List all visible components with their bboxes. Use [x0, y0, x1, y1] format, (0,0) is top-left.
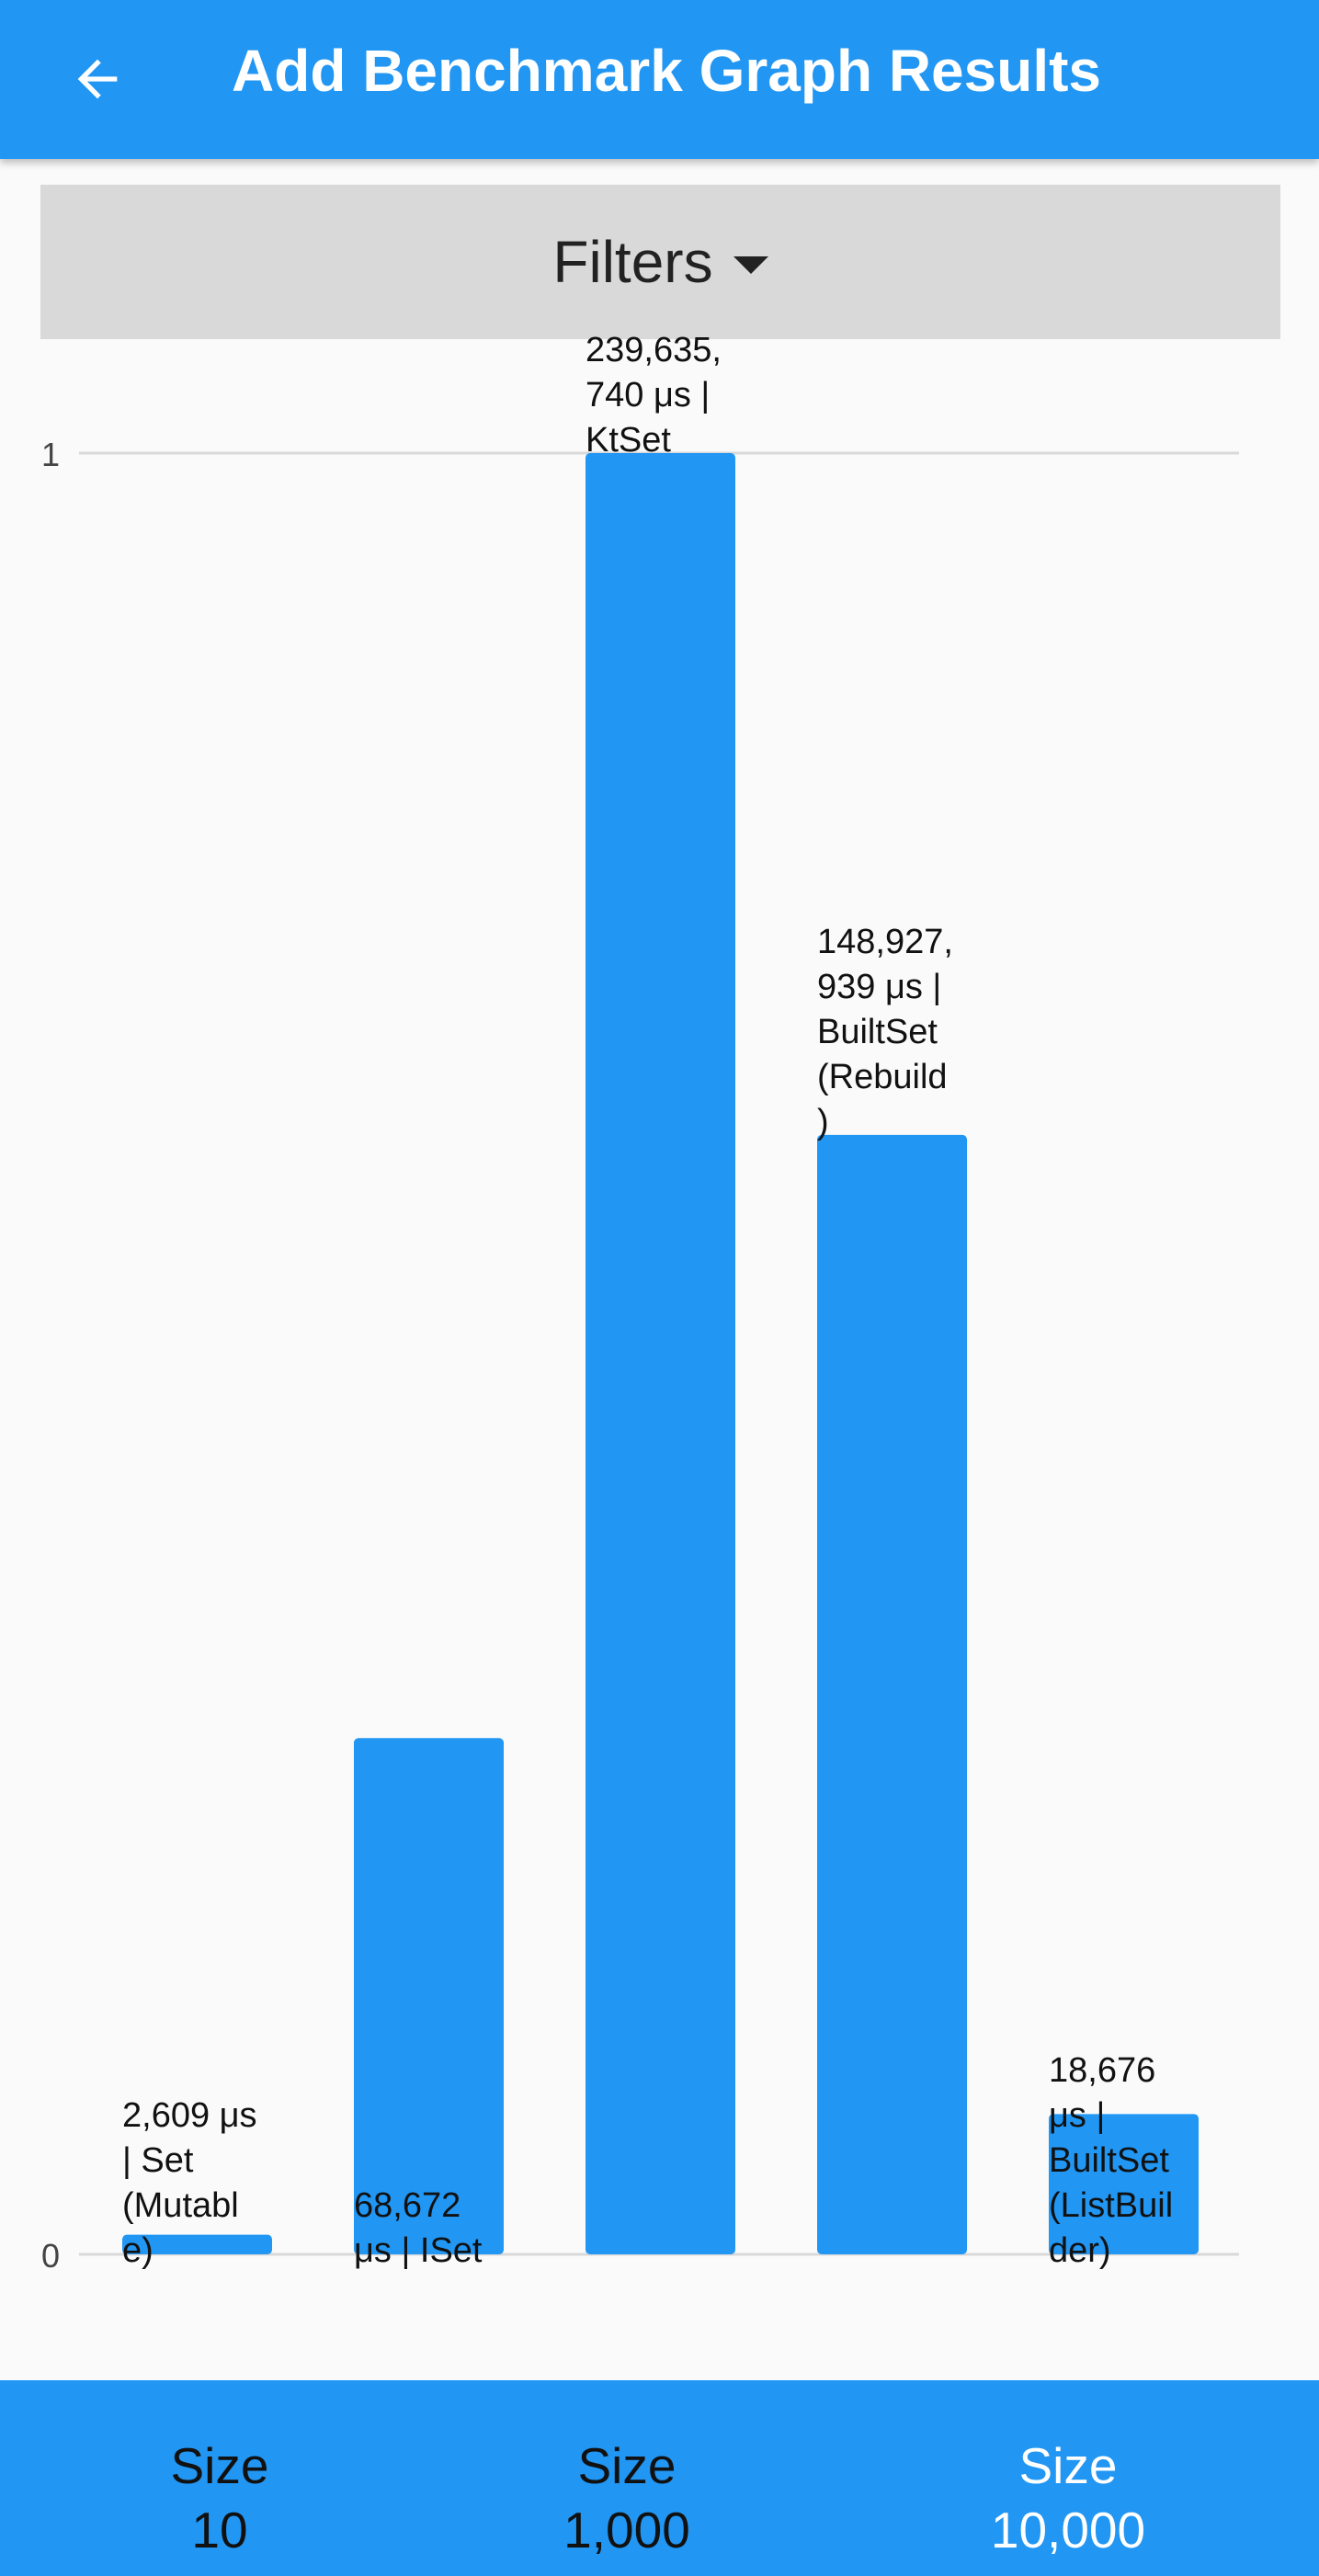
- tab-label-line2: 1,000: [563, 2502, 690, 2559]
- bottom-navigation: Size 10 Size 1,000 Size 10,000: [0, 2380, 1319, 2576]
- bar-chart: 0 1 2,609 μs | Set (Mutabl e) 68,672 μs | ISet 2…: [41, 331, 1239, 2275]
- tab-label-line2: 10: [191, 2502, 248, 2559]
- bar-data-label: 68,672 μs | ISet: [354, 2186, 483, 2270]
- y-tick-label: 1: [41, 436, 60, 473]
- tab-size-10000[interactable]: Size 10,000: [930, 2434, 1206, 2562]
- filters-dropdown-button[interactable]: Filters: [40, 185, 1280, 339]
- tab-size-1000[interactable]: Size 1,000: [489, 2434, 765, 2562]
- bar-data-label: 239,635, 740 μs | KtSet: [586, 331, 722, 460]
- tab-label-line2: 10,000: [990, 2502, 1146, 2559]
- page-title: Add Benchmark Graph Results: [232, 38, 1101, 104]
- tab-label-line1: Size: [577, 2437, 677, 2494]
- arrow-left-icon: [77, 59, 118, 99]
- bar: [354, 1738, 504, 2254]
- bar: [586, 453, 735, 2254]
- tab-size-10[interactable]: Size 10: [82, 2434, 358, 2562]
- y-tick-label: 0: [41, 2237, 60, 2275]
- tab-label-line1: Size: [1018, 2437, 1118, 2494]
- bar: [1049, 2114, 1199, 2254]
- bar-data-label: 18,676 μs | BuiltSet (ListBuil der): [1049, 2051, 1173, 2270]
- bar-data-label: 2,609 μs | Set (Mutabl e): [122, 2096, 257, 2270]
- bar-data-label: 148,927, 939 μs | BuiltSet (Rebuild): [817, 923, 953, 1141]
- tab-label-line1: Size: [170, 2437, 269, 2494]
- bar: [817, 1134, 967, 2254]
- back-button[interactable]: [51, 33, 143, 125]
- app-bar: Add Benchmark Graph Results: [0, 0, 1319, 159]
- bar: [122, 2234, 272, 2254]
- caret-down-icon: [733, 255, 768, 274]
- filters-label: Filters: [552, 229, 713, 295]
